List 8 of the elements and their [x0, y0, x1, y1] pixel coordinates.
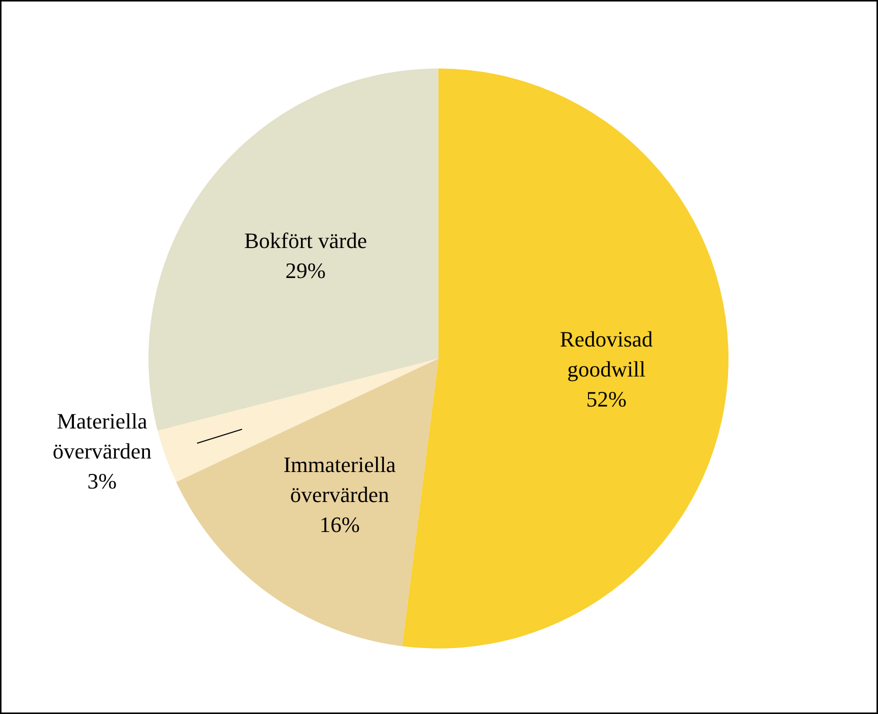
slice-label: Materiella övervärden [52, 408, 152, 464]
data-label: 29% [285, 258, 326, 283]
slice-label: Bokfört värde [244, 228, 367, 253]
data-label: 3% [87, 468, 117, 494]
slice-label: Redovisad goodwill [560, 326, 653, 382]
slice-label: Immateriella övervärden [283, 452, 396, 508]
data-label: 52% [586, 386, 627, 412]
data-label: 16% [319, 512, 360, 538]
